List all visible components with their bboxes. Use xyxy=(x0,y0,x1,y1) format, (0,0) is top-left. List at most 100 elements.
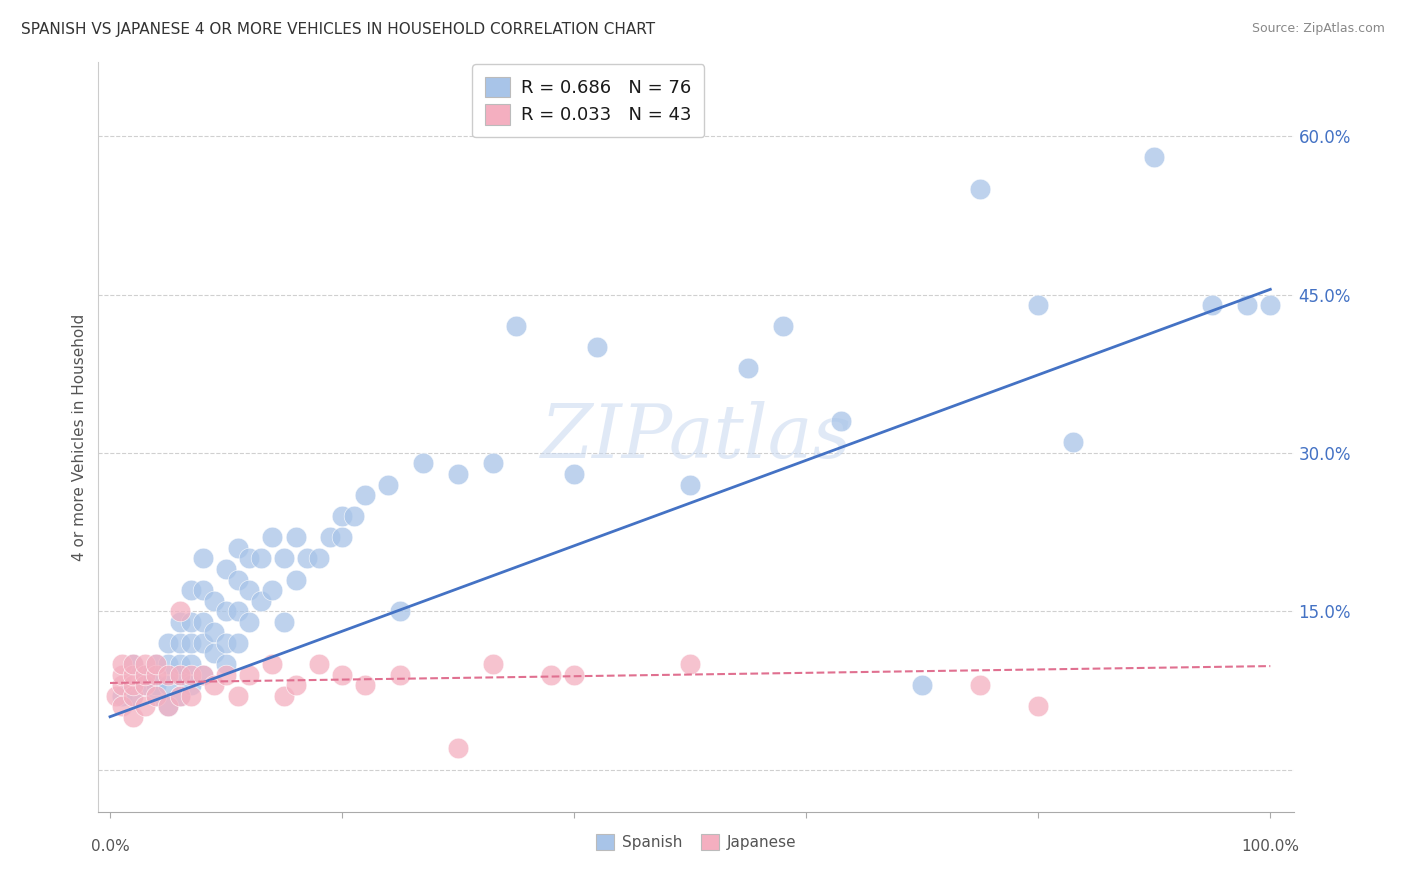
Text: 0.0%: 0.0% xyxy=(90,838,129,854)
Point xyxy=(122,689,145,703)
Point xyxy=(169,657,191,671)
Point xyxy=(1236,298,1258,312)
Point xyxy=(377,477,399,491)
Point xyxy=(737,361,759,376)
Point xyxy=(969,678,991,692)
Point xyxy=(238,667,260,681)
Point xyxy=(204,593,226,607)
Point xyxy=(1062,435,1084,450)
Point xyxy=(262,530,284,544)
Point xyxy=(215,562,238,576)
Point xyxy=(169,615,191,629)
Point xyxy=(354,678,377,692)
Point xyxy=(180,667,202,681)
Point xyxy=(111,678,134,692)
Point xyxy=(180,636,202,650)
Point xyxy=(145,689,167,703)
Point xyxy=(122,657,145,671)
Point xyxy=(226,689,249,703)
Point xyxy=(354,488,377,502)
Point xyxy=(180,583,202,598)
Point xyxy=(330,667,353,681)
Point xyxy=(145,657,167,671)
Point xyxy=(169,604,191,618)
Point xyxy=(169,667,191,681)
Point xyxy=(204,678,226,692)
Point xyxy=(191,667,214,681)
Point xyxy=(111,667,134,681)
Point xyxy=(238,583,260,598)
Point xyxy=(308,551,330,566)
Point xyxy=(180,615,202,629)
Point xyxy=(215,604,238,618)
Point xyxy=(262,657,284,671)
Point xyxy=(679,477,702,491)
Text: ZIPatlas: ZIPatlas xyxy=(540,401,852,474)
Point xyxy=(586,340,609,354)
Point xyxy=(226,604,249,618)
Point xyxy=(284,573,307,587)
Point xyxy=(330,530,353,544)
Point xyxy=(284,678,307,692)
Point xyxy=(911,678,934,692)
Point xyxy=(215,636,238,650)
Point xyxy=(134,657,156,671)
Point xyxy=(969,182,991,196)
Point xyxy=(169,689,191,703)
Point xyxy=(180,678,202,692)
Point xyxy=(238,615,260,629)
Point xyxy=(505,319,527,334)
Point xyxy=(122,657,145,671)
Point xyxy=(111,689,134,703)
Point xyxy=(412,457,434,471)
Point xyxy=(447,467,470,481)
Point xyxy=(191,667,214,681)
Legend: Spanish, Japanese: Spanish, Japanese xyxy=(589,829,803,856)
Point xyxy=(447,741,470,756)
Point xyxy=(273,615,295,629)
Point xyxy=(1143,150,1166,164)
Point xyxy=(482,657,505,671)
Point xyxy=(273,551,295,566)
Point xyxy=(180,689,202,703)
Point xyxy=(157,657,180,671)
Point xyxy=(191,583,214,598)
Point xyxy=(250,551,273,566)
Point xyxy=(226,541,249,555)
Point xyxy=(104,689,127,703)
Text: Source: ZipAtlas.com: Source: ZipAtlas.com xyxy=(1251,22,1385,36)
Point xyxy=(191,615,214,629)
Point xyxy=(134,667,156,681)
Point xyxy=(772,319,794,334)
Point xyxy=(122,667,145,681)
Text: 100.0%: 100.0% xyxy=(1241,838,1299,854)
Point xyxy=(122,710,145,724)
Point xyxy=(111,699,134,714)
Point xyxy=(308,657,330,671)
Point xyxy=(830,414,852,428)
Point xyxy=(215,667,238,681)
Point xyxy=(111,657,134,671)
Point xyxy=(134,678,156,692)
Point xyxy=(204,625,226,640)
Point xyxy=(145,689,167,703)
Point xyxy=(191,551,214,566)
Point xyxy=(169,689,191,703)
Point xyxy=(284,530,307,544)
Point xyxy=(540,667,562,681)
Point xyxy=(157,699,180,714)
Point xyxy=(1026,298,1049,312)
Point xyxy=(562,467,585,481)
Text: SPANISH VS JAPANESE 4 OR MORE VEHICLES IN HOUSEHOLD CORRELATION CHART: SPANISH VS JAPANESE 4 OR MORE VEHICLES I… xyxy=(21,22,655,37)
Point xyxy=(562,667,585,681)
Point xyxy=(215,657,238,671)
Point xyxy=(238,551,260,566)
Point xyxy=(134,678,156,692)
Point xyxy=(157,699,180,714)
Point xyxy=(273,689,295,703)
Point xyxy=(226,636,249,650)
Point xyxy=(297,551,319,566)
Point xyxy=(1201,298,1223,312)
Point xyxy=(169,636,191,650)
Point xyxy=(145,667,167,681)
